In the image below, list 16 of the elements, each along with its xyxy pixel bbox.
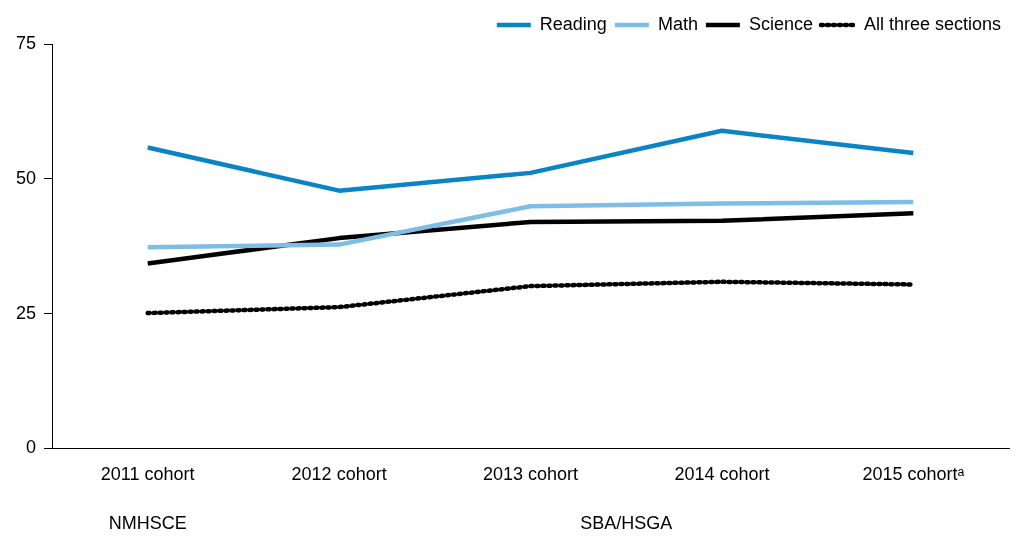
- y-tick-label: 50: [15, 167, 37, 188]
- y-tick-label: 75: [15, 32, 37, 53]
- x-tick-label: 2012 cohort: [291, 464, 387, 485]
- line-series: [145, 279, 916, 316]
- legend-label: Reading: [539, 13, 607, 34]
- text: SBA/HSGA: [580, 512, 673, 533]
- x-tick-label: 2011 cohort: [100, 464, 195, 485]
- y-tick-label: 25: [15, 302, 37, 323]
- y-tick-label: 0: [26, 437, 37, 458]
- x-tick-label: 2015 cohortᵃ: [862, 464, 965, 485]
- x-tick-label: 2013 cohort: [482, 464, 579, 485]
- legend-label: Math: [657, 13, 698, 34]
- legend-label: Science: [748, 13, 813, 34]
- text: NMHSCE: [108, 512, 187, 533]
- x-tick-label: 2014 cohort: [674, 464, 770, 485]
- legend-label: All three sections: [863, 13, 1002, 34]
